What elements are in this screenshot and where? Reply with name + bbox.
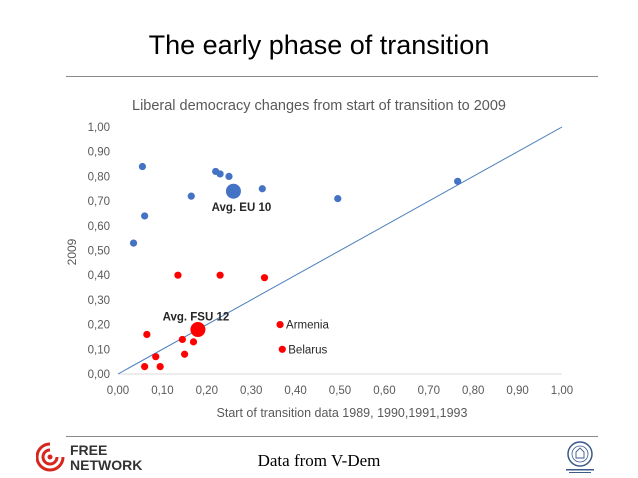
fsu-data-point bbox=[216, 271, 224, 279]
y-tick-label: 0,30 bbox=[88, 295, 110, 307]
x-tick-label: 0,10 bbox=[151, 385, 173, 397]
eu-data-point bbox=[225, 172, 233, 180]
y-tick-label: 0,70 bbox=[88, 196, 110, 208]
university-seal-icon bbox=[566, 441, 594, 473]
logo-line1: FREE bbox=[70, 442, 107, 458]
eu-data-point bbox=[187, 192, 195, 200]
fsu-data-point bbox=[260, 274, 269, 282]
fsu-data-point bbox=[181, 350, 189, 358]
y-tick-label: 0,90 bbox=[88, 147, 110, 159]
y-tick-label: 0,40 bbox=[88, 270, 110, 282]
free-network-logo-icon: FREE NETWORK bbox=[36, 442, 142, 473]
x-tick-label: 0,40 bbox=[284, 385, 306, 397]
x-tick-label: 0,50 bbox=[329, 385, 351, 397]
x-tick-label: 1,00 bbox=[551, 385, 573, 397]
x-tick-label: 0,70 bbox=[418, 385, 440, 397]
fsu-data-point bbox=[278, 345, 286, 353]
fsu-data-point bbox=[156, 362, 164, 371]
x-tick-label: 0,80 bbox=[462, 385, 484, 397]
eu-data-point bbox=[141, 212, 149, 220]
point-annotation: Belarus bbox=[288, 344, 327, 356]
eu-data-point bbox=[334, 195, 342, 203]
y-tick-label: 0,10 bbox=[88, 344, 110, 356]
fsu-data-point bbox=[174, 271, 182, 279]
eu-data-point bbox=[138, 162, 147, 171]
eu-data-point bbox=[216, 170, 224, 178]
y-tick-label: 0,80 bbox=[88, 171, 110, 183]
y-tick-label: 0,60 bbox=[88, 221, 110, 233]
chart-title: Liberal democracy changes from start of … bbox=[132, 98, 506, 114]
fsu-data-point bbox=[189, 338, 198, 346]
chart-axes: 0,00 0,10 0,20 0,30 0,40 0,50 0,60 0,70 0,80 0,90… bbox=[88, 122, 574, 397]
fsu-data-point bbox=[143, 330, 151, 339]
eu-average-point bbox=[225, 183, 241, 199]
eu-data-point bbox=[129, 239, 138, 247]
eu-data-point bbox=[454, 177, 462, 185]
x-axis-label: Start of transition data 1989, 1990,1991… bbox=[217, 406, 468, 420]
point-annotation: Armenia bbox=[286, 320, 329, 332]
title-divider bbox=[66, 76, 598, 77]
fsu-data-point bbox=[152, 353, 160, 361]
x-tick-label: 0,20 bbox=[196, 385, 218, 397]
fsu-data-point bbox=[141, 362, 149, 371]
y-tick-label: 0,50 bbox=[88, 246, 110, 258]
y-tick-label: 1,00 bbox=[88, 122, 110, 134]
chart-marks: Avg. EU 10 Avg. FSU 12 Armenia Belarus bbox=[117, 126, 563, 375]
fsu-average-label: Avg. FSU 12 bbox=[163, 312, 230, 324]
x-tick-label: 0,00 bbox=[107, 385, 129, 397]
footer-divider bbox=[66, 436, 598, 437]
footer-source: Data from V-Dem bbox=[257, 451, 381, 470]
fsu-data-point bbox=[178, 335, 186, 344]
slide-title: The early phase of transition bbox=[148, 30, 490, 60]
eu-average-label: Avg. EU 10 bbox=[212, 202, 272, 214]
logo-line2: NETWORK bbox=[70, 457, 142, 473]
fsu-average-point bbox=[190, 322, 206, 338]
y-axis-label: 2009 bbox=[65, 238, 79, 265]
fsu-data-point bbox=[276, 321, 284, 329]
x-tick-label: 0,60 bbox=[373, 385, 395, 397]
y-tick-label: 0,00 bbox=[88, 369, 110, 381]
x-tick-label: 0,90 bbox=[506, 385, 528, 397]
eu-data-point bbox=[258, 185, 266, 193]
y-tick-label: 0,20 bbox=[88, 320, 110, 332]
x-tick-label: 0,30 bbox=[240, 385, 262, 397]
